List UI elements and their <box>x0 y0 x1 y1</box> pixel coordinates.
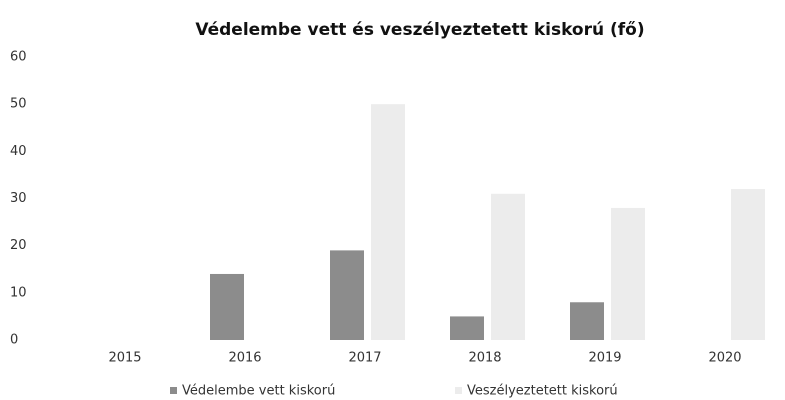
y-tick-label: 30 <box>10 191 27 206</box>
bar <box>570 302 604 340</box>
legend-marker <box>455 387 462 394</box>
legend-label: Veszélyeztetett kiskorú <box>467 384 618 399</box>
y-tick-label: 0 <box>10 333 18 348</box>
bar <box>330 250 364 340</box>
bar <box>491 193 525 340</box>
y-tick-label: 50 <box>10 97 27 112</box>
bar <box>450 316 484 340</box>
x-tick-label: 2019 <box>588 351 621 366</box>
bar <box>731 189 765 340</box>
x-tick-label: 2020 <box>708 351 741 366</box>
bar <box>210 273 244 340</box>
legend-marker <box>170 387 177 394</box>
x-tick-label: 2017 <box>348 351 381 366</box>
chart-title: Védelembe vett és veszélyeztetett kiskor… <box>195 20 644 40</box>
y-tick-label: 40 <box>10 144 27 159</box>
bar <box>371 104 405 341</box>
bar <box>611 207 645 340</box>
x-tick-label: 2016 <box>228 351 261 366</box>
y-tick-label: 10 <box>10 285 27 300</box>
x-tick-label: 2015 <box>108 351 141 366</box>
y-tick-label: 20 <box>10 238 27 253</box>
x-tick-label: 2018 <box>468 351 501 366</box>
legend-label: Védelembe vett kiskorú <box>182 384 335 399</box>
y-tick-label: 60 <box>10 50 27 65</box>
